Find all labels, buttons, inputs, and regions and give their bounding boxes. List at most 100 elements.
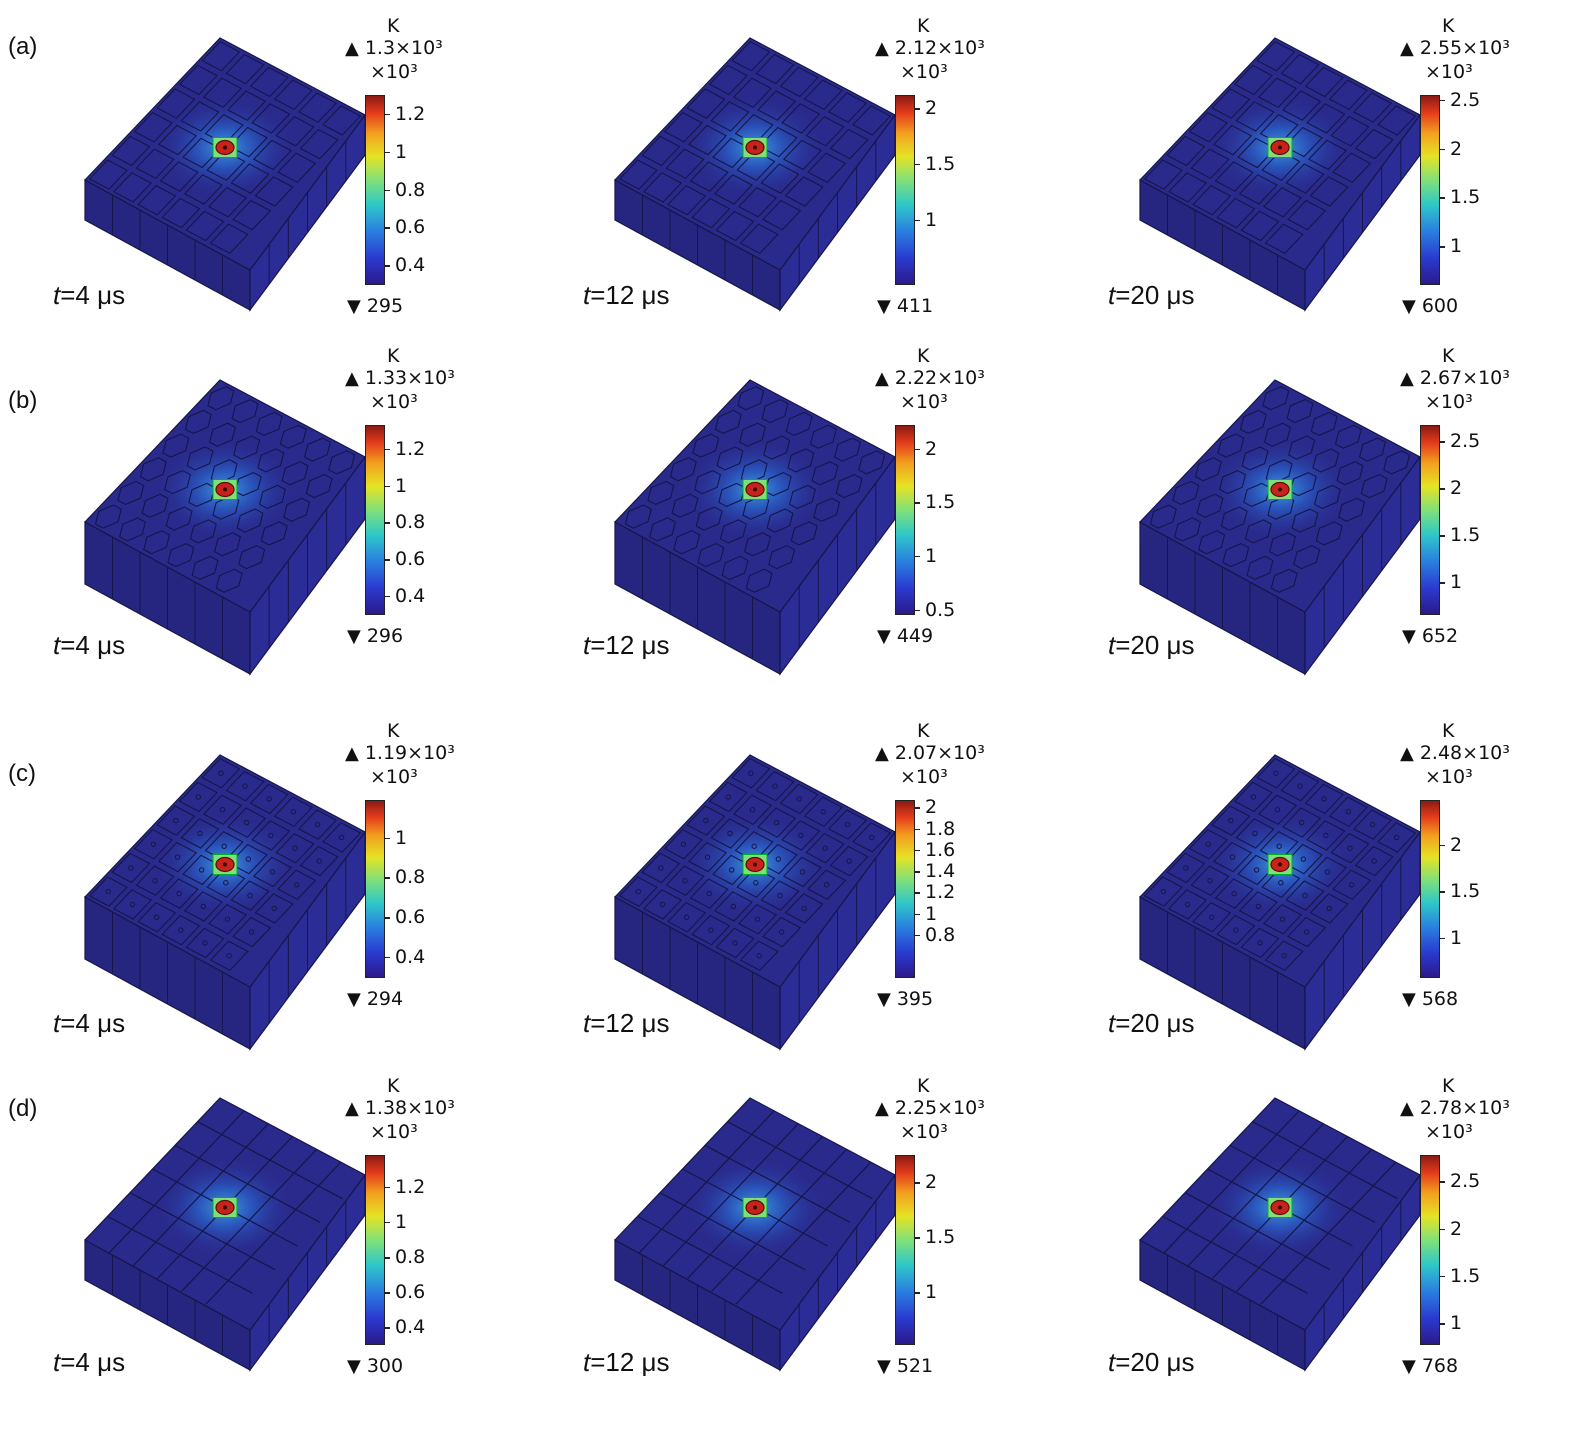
cell-outline [183,174,223,205]
cell-outline [745,568,773,593]
max-label: ▲ 2.07×10³ [875,742,985,764]
time-symbol: t [53,1008,61,1038]
plot-panel: t=4 μs K ▲ 1.33×10³ ×10³ 1.2 1 0.8 0.6 0.4 ▼ 296 [45,345,565,695]
cell-outline [1330,832,1370,864]
cell-outline [163,469,192,495]
colorbar-tick-label: 1 [395,826,408,849]
colorbar-tick-mark [1440,441,1445,443]
time-value: =4 μs [60,280,126,310]
cell-outline [1239,409,1267,435]
max-triangle-icon: ▲ [1400,368,1414,389]
scale-label: ×10³ [1425,61,1473,83]
time-symbol: t [1108,280,1116,310]
cell-hole [314,821,321,828]
cell-outline [762,916,802,948]
cell-outline [715,927,755,959]
cell-outline [1233,781,1273,813]
max-label: ▲ 2.12×10³ [875,37,985,59]
cell-hole [176,890,182,897]
max-label: ▲ 1.33×10³ [345,367,455,389]
colorbar-tick-label: 1.6 [925,838,956,861]
cell-outline [781,103,821,134]
time-label: t=4 μs [53,1008,125,1039]
cell-outline [1188,111,1228,143]
cell-outline [1306,820,1346,851]
cell-outline [112,889,153,920]
colorbar-tick-label: 1 [1450,571,1463,594]
cell-hole [706,890,712,897]
min-value: 300 [366,1355,404,1377]
cell-outline [251,103,291,134]
time-symbol: t [583,630,591,660]
plot-panel: t=4 μs K ▲ 1.3×10³ ×10³ 1.2 1 0.8 0.6 0.4 ▼ 295 [45,15,565,365]
cell-hole [219,807,226,813]
max-triangle-icon: ▲ [345,743,359,764]
cell-hole [105,888,112,895]
colorbar-tick-mark [385,485,390,488]
cell-hole [1208,914,1215,920]
cell-outline [1291,508,1319,533]
cell-outline [249,783,289,815]
scale-label: ×10³ [900,766,948,788]
cell-hole [749,807,756,813]
cell-hole [218,770,224,776]
colorbar-tick-label: 1 [925,544,938,567]
colorbar-tick-mark [385,151,390,154]
block [84,754,366,1051]
cell-outline [1264,940,1304,972]
cell-outline [1216,197,1256,229]
colorbar-tick-mark [1440,197,1445,199]
cell-outline [1304,783,1344,815]
cell-outline [1244,519,1272,544]
max-value: 2.22×10³ [894,367,985,389]
cell-hole [150,841,157,847]
time-symbol: t [583,280,591,310]
max-triangle-icon: ▲ [875,368,889,389]
time-label: t=12 μs [583,1008,670,1039]
colorbar-tick-label: 1 [395,1210,408,1233]
cell-outline [1256,757,1296,789]
cell-outline [232,199,272,231]
cell-outline [208,422,237,447]
hot-spot-center [753,1205,757,1210]
cell-hole [775,856,782,862]
cell-outline [157,124,198,156]
cell-outline [829,845,869,877]
cell-outline [207,186,248,218]
cell-outline [1264,223,1304,255]
cell-outline [710,818,750,849]
colorbar-tick-label: 2.5 [1450,1170,1481,1193]
scale-label: ×10³ [900,61,948,83]
colorbar-tick-mark [915,1292,920,1294]
cell-outline [143,530,171,555]
max-triangle-icon: ▲ [1400,1098,1414,1119]
block [84,379,366,676]
cell-outline [299,845,339,877]
cell-outline [135,865,175,897]
cell-outline [249,66,289,98]
plot-panel: t=20 μs K ▲ 2.78×10³ ×10³ 2.5 2 1.5 1 ▼ 768 [1100,1075,1594,1425]
cell-hole [173,817,179,824]
plot-panel: t=12 μs K ▲ 2.25×10³ ×10³ 2 1.5 1 ▼ 521 [575,1075,1095,1425]
cell-outline [641,852,681,884]
cell-outline [230,163,270,194]
colorbar-tick-label: 1.8 [925,817,956,840]
max-triangle-icon: ▲ [875,743,889,764]
cell-outline [225,53,265,85]
cell-hole [635,888,642,895]
cell-outline [642,172,683,203]
cell-outline [1286,398,1314,424]
cell-outline [1212,841,1253,873]
colorbar-tick-label: 1.2 [395,437,426,460]
cell-hole [704,854,711,860]
cell-outline [297,92,338,123]
cell-outline [762,199,802,231]
cell-hole [708,927,714,933]
cell-hole [1253,867,1260,873]
cell-outline [757,807,797,838]
cell-outline [782,856,823,888]
cell-outline [757,90,797,121]
cell-hole [1207,878,1213,884]
time-label: t=4 μs [53,280,125,311]
cell-outline [117,480,145,506]
